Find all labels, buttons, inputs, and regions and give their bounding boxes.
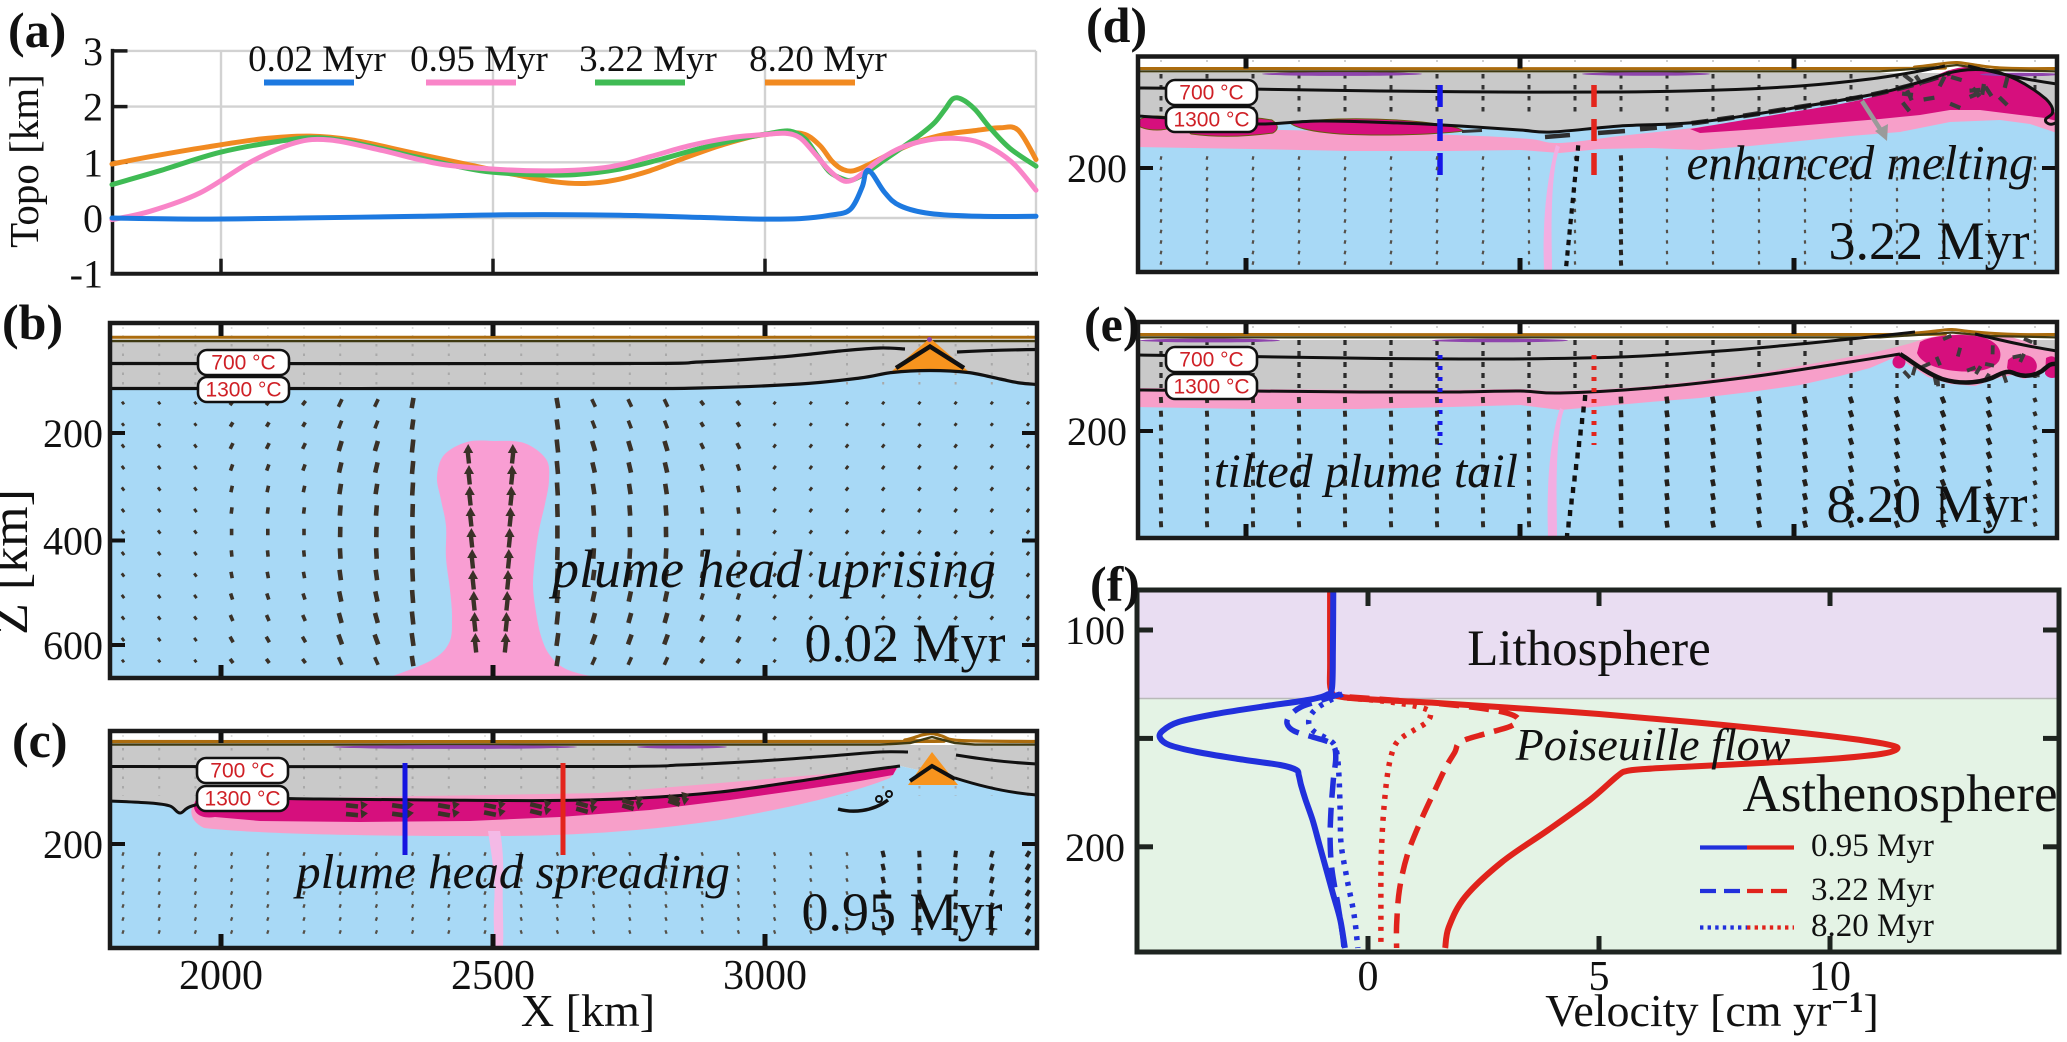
svg-text:200: 200 [43, 411, 103, 456]
svg-text:1300 °C: 1300 °C [204, 788, 280, 811]
svg-text:100: 100 [1065, 608, 1125, 653]
svg-text:2500: 2500 [451, 953, 535, 999]
svg-text:(d): (d) [1086, 0, 1147, 53]
svg-text:3.22 Myr: 3.22 Myr [1829, 211, 2030, 271]
svg-text:200: 200 [1067, 409, 1127, 454]
svg-text:Asthenosphere: Asthenosphere [1743, 765, 2058, 823]
svg-text:enhanced melting: enhanced melting [1687, 135, 2034, 190]
svg-text:700 °C: 700 °C [210, 760, 274, 783]
svg-text:Topo [km]: Topo [km] [1, 74, 47, 248]
svg-text:8.20 Myr: 8.20 Myr [1827, 474, 2028, 534]
svg-text:1300 °C: 1300 °C [1173, 109, 1249, 132]
svg-text:(e): (e) [1084, 296, 1140, 352]
svg-text:3: 3 [83, 29, 103, 74]
svg-text:400: 400 [43, 519, 103, 564]
svg-text:Velocity [cm yr−1]: Velocity [cm yr−1] [1545, 985, 1879, 1036]
svg-text:1300 °C: 1300 °C [1173, 376, 1249, 399]
svg-text:3.22 Myr: 3.22 Myr [579, 39, 717, 80]
svg-text:600: 600 [43, 623, 103, 668]
svg-text:Lithosphere: Lithosphere [1467, 621, 1711, 677]
svg-text:(a): (a) [8, 2, 66, 58]
svg-text:200: 200 [43, 822, 103, 867]
svg-text:8.20 Myr: 8.20 Myr [749, 39, 887, 80]
svg-text:-1: -1 [70, 252, 103, 297]
svg-text:(f): (f) [1090, 556, 1140, 612]
svg-text:200: 200 [1067, 146, 1127, 191]
svg-text:700 °C: 700 °C [211, 352, 275, 375]
svg-text:0: 0 [1358, 954, 1379, 1000]
svg-text:0.02 Myr: 0.02 Myr [248, 39, 386, 80]
svg-text:2000: 2000 [179, 953, 263, 999]
svg-text:Poiseuille flow: Poiseuille flow [1515, 719, 1791, 770]
svg-text:X [km]: X [km] [521, 985, 655, 1036]
svg-text:10: 10 [1809, 954, 1851, 1000]
svg-text:0.95 Myr: 0.95 Myr [1811, 828, 1934, 864]
svg-text:700 °C: 700 °C [1179, 349, 1243, 372]
svg-text:0.95 Myr: 0.95 Myr [802, 882, 1003, 942]
svg-text:(b): (b) [2, 294, 63, 350]
svg-text:1: 1 [83, 140, 103, 185]
svg-text:0.02 Myr: 0.02 Myr [805, 613, 1006, 673]
svg-text:Z [km]: Z [km] [0, 489, 39, 635]
svg-text:1300 °C: 1300 °C [205, 379, 281, 402]
svg-text:200: 200 [1065, 825, 1125, 870]
svg-text:tilted plume tail: tilted plume tail [1214, 445, 1518, 498]
svg-text:3000: 3000 [723, 953, 807, 999]
svg-text:3.22 Myr: 3.22 Myr [1811, 872, 1934, 908]
svg-text:700 °C: 700 °C [1179, 82, 1243, 105]
svg-text:(c): (c) [12, 712, 68, 768]
svg-text:plume head uprising: plume head uprising [548, 539, 996, 599]
svg-text:5: 5 [1589, 954, 1610, 1000]
svg-text:plume head spreading: plume head spreading [293, 844, 730, 899]
svg-text:2: 2 [83, 85, 103, 130]
svg-text:0.95 Myr: 0.95 Myr [410, 39, 548, 80]
svg-text:0: 0 [83, 196, 103, 241]
